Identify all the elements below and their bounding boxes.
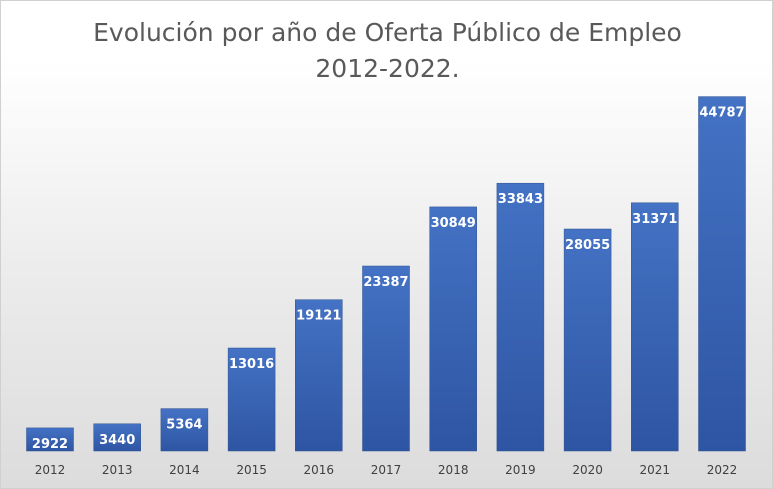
bar-2012 [26, 427, 74, 452]
bars-layer [26, 96, 746, 452]
bar-2014 [160, 408, 209, 452]
bar-value-label-2016: 19121 [296, 309, 341, 324]
bar-value-label-2013: 3440 [99, 433, 135, 448]
bar-value-label-2014: 5364 [166, 418, 202, 433]
bar-value-label-2015: 13016 [229, 357, 274, 372]
bar-value-label-2020: 28055 [565, 238, 610, 253]
bar-value-label-2021: 31371 [632, 212, 677, 227]
chart-title: Evolución por año de Oferta Público de E… [1, 15, 773, 87]
x-tick-label-2020: 2020 [572, 463, 603, 477]
x-tick-label-2022: 2022 [707, 463, 738, 477]
x-tick-label-2015: 2015 [236, 463, 267, 477]
x-axis-ticks: 2012 2013 2014 2015 2016 2017 2018 2019 2020 2021… [35, 463, 738, 477]
x-tick-label-2019: 2019 [505, 463, 536, 477]
bar-2018 [429, 206, 477, 452]
x-tick-label-2017: 2017 [371, 463, 402, 477]
bar-2016 [295, 299, 343, 452]
bar-2017 [362, 265, 410, 452]
bar-2020 [563, 228, 612, 452]
chart-title-line2: 2012-2022. [315, 54, 460, 83]
bar-2021 [631, 202, 679, 452]
bar-value-label-2012: 2922 [32, 437, 68, 452]
x-tick-label-2014: 2014 [169, 463, 200, 477]
x-tick-label-2016: 2016 [304, 463, 335, 477]
bar-2019 [496, 182, 545, 452]
x-tick-label-2013: 2013 [102, 463, 133, 477]
bar-value-label-2019: 33843 [498, 192, 543, 207]
chart-title-line1: Evolución por año de Oferta Público de E… [93, 18, 682, 47]
bar-value-label-2022: 44787 [699, 106, 744, 121]
x-tick-label-2021: 2021 [640, 463, 671, 477]
x-tick-label-2018: 2018 [438, 463, 469, 477]
bar-2015 [227, 347, 276, 452]
x-tick-label-2012: 2012 [35, 463, 66, 477]
bar-2013 [93, 423, 141, 452]
bar-2022 [698, 96, 746, 452]
bar-value-label-2018: 30849 [431, 216, 476, 231]
value-labels-layer: 2922 3440 5364 13016 19121 23387 30849 33843 280… [32, 106, 745, 452]
bar-value-label-2017: 23387 [363, 275, 408, 290]
